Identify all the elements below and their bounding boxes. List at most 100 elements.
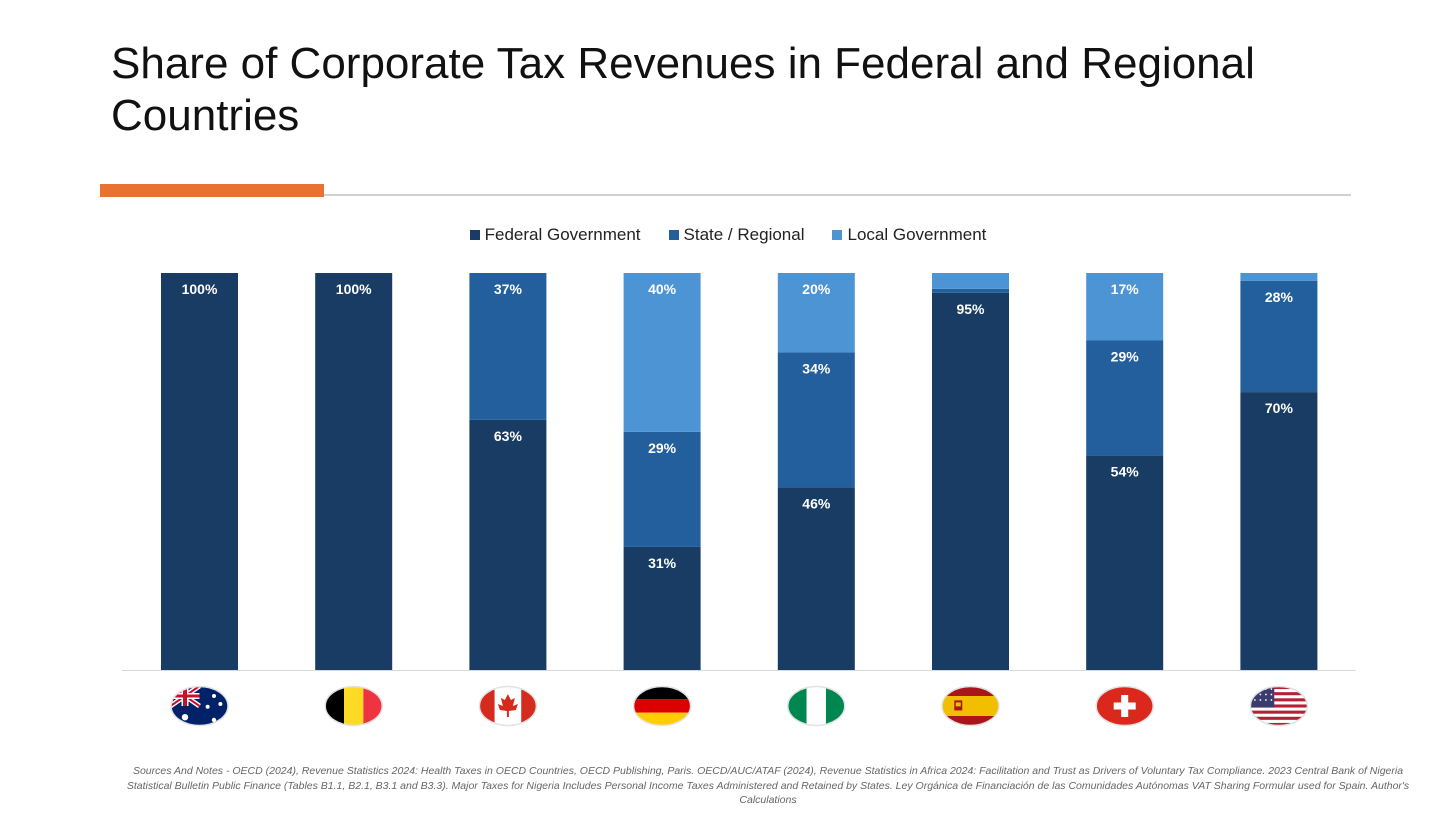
flag-stripe: [1249, 704, 1308, 708]
data-label: 46%: [802, 495, 831, 511]
legend-item-federal: Federal Government: [469, 225, 641, 245]
title-accent-bar: [100, 184, 324, 197]
flag-star: [1259, 693, 1262, 696]
germany-flag-icon: [632, 685, 692, 727]
bar-canada-federal-government: [469, 419, 547, 670]
flag-star: [1265, 693, 1267, 696]
flag-stripe: [344, 686, 364, 726]
bar-canada-state-regional: [469, 273, 547, 420]
flag-maple-leaf: [497, 694, 518, 717]
flag-star: [211, 717, 217, 723]
flag-content: [941, 686, 1000, 726]
flag-stripe: [478, 686, 495, 726]
data-label: 95%: [956, 301, 985, 317]
flag-border: [1249, 685, 1309, 727]
data-label: 34%: [802, 360, 831, 376]
data-label: 63%: [494, 428, 523, 444]
legend-swatch-federal: [469, 230, 480, 240]
legend-swatch-local: [832, 230, 843, 240]
legend-label-local: Local Government: [847, 225, 987, 244]
bar-spain-federal-government: [932, 292, 1009, 670]
australia-flag-icon: [170, 685, 229, 727]
flag-border: [478, 685, 538, 727]
chart-title: Share of Corporate Tax Revenues in Feder…: [111, 39, 1255, 140]
bar-germany-local-government: [623, 273, 701, 432]
bar-united-states-state-regional: [1240, 280, 1318, 393]
flag-star: [1254, 699, 1256, 701]
flag-border: [787, 685, 846, 727]
legend-item-local: Local Government: [832, 225, 986, 245]
usa-flag-icon: [1249, 685, 1309, 727]
flag-star: [1259, 688, 1262, 690]
data-label: 37%: [494, 281, 523, 297]
flag-stripe: [1249, 716, 1308, 720]
flag-stripe: [633, 699, 692, 713]
bar-australia-federal-government: [161, 273, 238, 670]
data-label: 20%: [802, 281, 831, 297]
flag-star: [1270, 699, 1273, 701]
canada-flag-icon: [478, 685, 538, 727]
legend-label-federal: Federal Government: [484, 225, 641, 244]
flag-stripe: [806, 686, 826, 726]
flag-border: [324, 685, 383, 727]
source-footnote: Sources And Notes - OECD (2024), Revenue…: [126, 765, 1410, 806]
flag-star: [181, 714, 189, 721]
bar-switzerland-state-regional: [1086, 340, 1164, 456]
flag-stripe: [1249, 710, 1308, 714]
flag-stripe: [1249, 698, 1308, 702]
chart-legend: Federal Government State / Regional Loca…: [0, 224, 1456, 246]
bar-belgium-federal-government: [315, 273, 393, 670]
legend-label-state: State / Regional: [683, 225, 805, 244]
data-label: 31%: [648, 555, 677, 571]
flag-cross-h: [1113, 702, 1136, 710]
flag-star: [205, 704, 210, 709]
bar-nigeria-federal-government: [777, 487, 855, 670]
flag-star: [1259, 699, 1262, 701]
switzerland-flag-icon: [1095, 685, 1154, 727]
legend-swatch-state: [668, 230, 679, 240]
flag-stripe: [1249, 686, 1308, 690]
flag-star: [1265, 699, 1267, 701]
bar-germany-state-regional: [623, 431, 701, 547]
bar-spain-state-regional: [932, 288, 1009, 293]
flag-border: [170, 685, 229, 727]
flag-stripe: [521, 686, 537, 726]
data-label: 54%: [1111, 464, 1140, 480]
bar-switzerland-local-government: [1086, 273, 1164, 341]
data-label: 100%: [336, 281, 372, 297]
flag-star: [1270, 688, 1273, 690]
flag-stripe: [941, 696, 1000, 716]
bar-germany-federal-government: [623, 546, 701, 670]
bar-united-states-federal-government: [1240, 392, 1318, 670]
bar-nigeria-local-government: [777, 273, 855, 353]
flag-star: [212, 694, 216, 698]
flag-star: [218, 702, 223, 706]
data-label: 100%: [182, 281, 218, 297]
data-label: 28%: [1265, 289, 1294, 305]
data-label: 70%: [1265, 400, 1294, 416]
data-label: 29%: [1111, 348, 1140, 364]
title-divider-line: [324, 194, 1351, 196]
flag-stripe: [1249, 692, 1308, 696]
flag-content: [1095, 686, 1154, 726]
flag-cross-red-h: [170, 694, 200, 698]
bar-nigeria-state-regional: [777, 352, 855, 488]
flag-star: [1270, 693, 1273, 696]
flag-coat-detail: [955, 702, 961, 707]
flag-stripe: [1249, 722, 1308, 726]
flag-star: [1254, 688, 1256, 690]
bar-spain-local-government: [932, 273, 1009, 289]
data-label: 40%: [648, 281, 677, 297]
flag-border: [1095, 685, 1154, 727]
flag-content: [1249, 686, 1308, 726]
spain-flag-icon: [941, 685, 1000, 727]
nigeria-flag-icon: [787, 685, 846, 727]
flag-border: [632, 685, 692, 727]
data-label: 29%: [648, 440, 677, 456]
data-label: 17%: [1111, 281, 1140, 297]
bar-switzerland-federal-government: [1086, 455, 1164, 670]
bar-united-states-local-government: [1240, 273, 1318, 281]
flag-border: [941, 685, 1000, 727]
belgium-flag-icon: [324, 685, 383, 727]
